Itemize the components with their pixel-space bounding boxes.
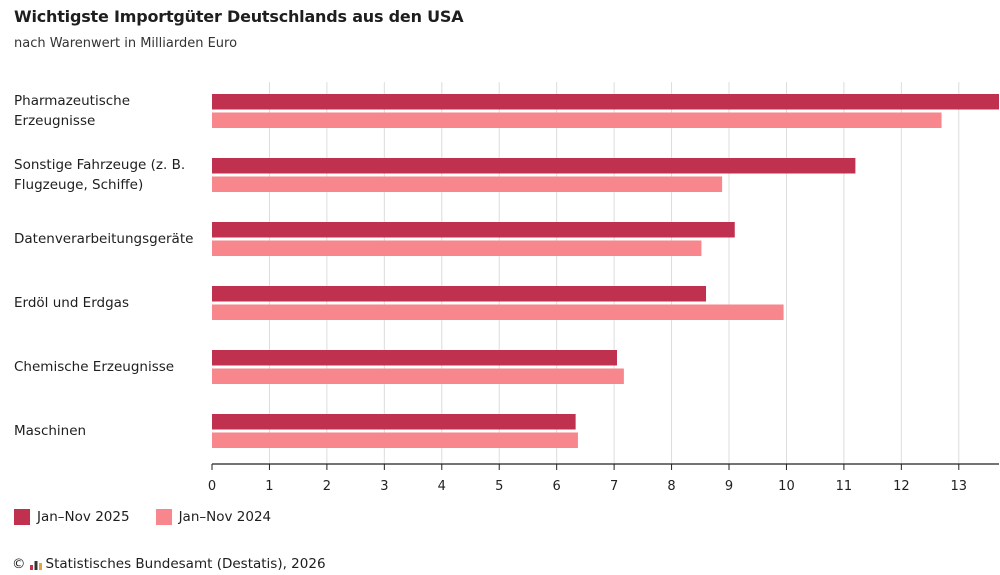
bar-2024 [212,176,723,192]
x-tick-label: 9 [725,479,733,494]
category-label-line: Sonstige Fahrzeuge (z. B. [14,157,186,173]
bar-2024 [212,240,702,256]
x-tick-label: 8 [667,479,675,494]
x-tick-label: 10 [778,479,795,494]
bar-2025 [212,222,735,238]
destatis-logo-icon [29,558,42,570]
bar-2024 [212,112,942,128]
legend-item-2025[interactable]: Jan–Nov 2025 [14,509,130,525]
x-tick-label: 1 [265,479,273,494]
chart-subtitle: nach Warenwert in Milliarden Euro [14,36,238,51]
x-tick-label: 13 [951,479,968,494]
source-footer: © Statistisches Bundesamt (Destatis), 20… [12,556,326,572]
x-tick-label: 6 [553,479,561,494]
bar-2025 [212,414,576,430]
category-label: Pharmazeutische Erzeugnisse [14,91,204,131]
legend-label-2025: Jan–Nov 2025 [37,509,130,525]
bar-2025 [212,158,856,174]
legend-label-2024: Jan–Nov 2024 [178,509,272,525]
legend-swatch-2024 [155,509,172,525]
legend: Jan–Nov 2025 Jan–Nov 2024 [14,509,297,525]
category-label: Datenverarbeitungsgeräte [14,229,204,249]
category-label: Erdöl und Erdgas [14,293,204,313]
bar-2024 [212,304,784,320]
x-tick-label: 4 [438,479,446,494]
category-label-line: Flugzeuge, Schiffe) [14,177,144,193]
chart-title: Wichtigste Importgüter Deutschlands aus … [14,7,464,26]
category-label-line: Erdöl und Erdgas [14,295,129,311]
bar-2024 [212,368,624,384]
category-label-line: Pharmazeutische [14,93,131,109]
bar-2025 [212,350,617,366]
x-tick-label: 7 [610,479,618,494]
category-label-line: Chemische Erzeugnisse [14,359,175,375]
legend-item-2024[interactable]: Jan–Nov 2024 [155,509,272,525]
bar-2025 [212,94,999,110]
x-tick-label: 2 [323,479,331,494]
category-label: Chemische Erzeugnisse [14,357,204,377]
bar-2024 [212,432,578,448]
x-tick-label: 5 [495,479,503,494]
bar-chart: 0 1 2 3 4 5 6 7 8 9 10 11 12 13 [208,82,999,494]
x-tick-label: 0 [208,479,216,494]
category-label: Maschinen [14,421,204,441]
x-tick-label: 12 [893,479,910,494]
copyright-symbol: © [12,556,26,572]
x-tick-label: 3 [380,479,388,494]
source-text: Statistisches Bundesamt (Destatis), 2026 [45,556,326,572]
category-label-line: Erzeugnisse [14,113,96,129]
x-tick-label: 11 [836,479,853,494]
category-label-line: Datenverarbeitungsgeräte [14,231,194,247]
legend-swatch-2025 [14,509,30,525]
category-label: Sonstige Fahrzeuge (z. B. Flugzeuge, Schi… [14,155,204,195]
bar-2025 [212,286,707,302]
category-label-line: Maschinen [14,423,87,439]
